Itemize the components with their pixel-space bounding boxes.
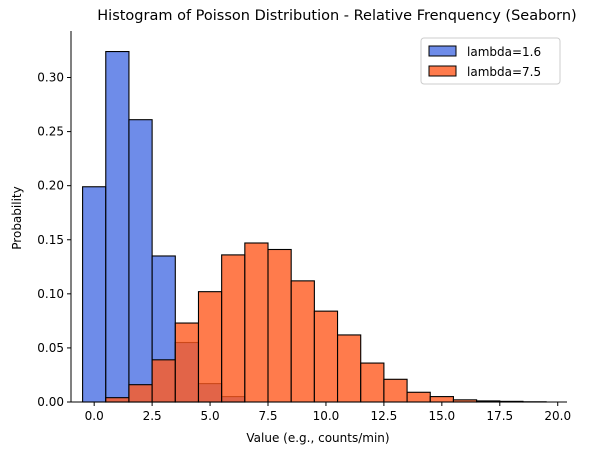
bar-series-2-bin-4 xyxy=(174,322,200,403)
bar-series-1-bin-2 xyxy=(105,50,130,403)
bar-series-2-bin-15 xyxy=(429,396,454,403)
x-tick-label: 5.0 xyxy=(201,409,220,423)
x-tick-label: 7.5 xyxy=(258,409,277,423)
y-tick-label: 0.30 xyxy=(37,71,64,85)
bar-series-1-bin-3 xyxy=(128,119,153,403)
y-tick-label: 0.00 xyxy=(37,395,64,409)
bar-series-2-bin-12 xyxy=(360,362,385,403)
y-tick-label: 0.25 xyxy=(37,125,64,139)
y-tick-label: 0.20 xyxy=(37,179,64,193)
bar-series-2-bin-14 xyxy=(406,391,431,403)
x-tick-label: 17.5 xyxy=(486,409,513,423)
legend-label: lambda=1.6 xyxy=(467,45,541,59)
y-axis-label: Probability xyxy=(10,186,24,249)
legend: lambda=1.6 lambda=7.5 xyxy=(420,37,561,85)
bar-series-2-bin-5 xyxy=(197,291,223,403)
bar-series-2-bin-1 xyxy=(105,397,130,403)
x-axis-label: Value (e.g., counts/min) xyxy=(246,431,389,445)
bar-series-1-bin-1 xyxy=(82,186,107,403)
bar-series-2-bin-8 xyxy=(267,248,292,403)
bar-series-2-bin-6 xyxy=(221,254,246,403)
bar-series-2-bin-3 xyxy=(151,359,176,403)
chart-title: Histogram of Poisson Distribution - Rela… xyxy=(97,8,576,24)
legend-label: lambda=7.5 xyxy=(467,65,541,79)
y-tick-label: 0.10 xyxy=(37,287,64,301)
x-tick-label: 2.5 xyxy=(143,409,162,423)
y-tick-label: 0.05 xyxy=(37,341,64,355)
x-tick-label: 10.0 xyxy=(313,409,340,423)
bar-series-2-bin-13 xyxy=(383,378,408,403)
legend-swatch xyxy=(428,65,457,77)
x-tick-label: 15.0 xyxy=(428,409,455,423)
legend-swatch xyxy=(428,45,457,57)
x-tick-label: 20.0 xyxy=(544,409,571,423)
bar-series-2-bin-7 xyxy=(244,242,269,403)
bar-series-2-bin-2 xyxy=(128,384,153,403)
x-axis: 0.0 2.5 5.0 7.5 10.0 12.5 15.0 17.5 20.0 xyxy=(71,401,571,423)
bar-series-2-bin-9 xyxy=(290,280,315,403)
x-tick-label: 0.0 xyxy=(85,409,104,423)
y-tick-label: 0.15 xyxy=(37,233,64,247)
x-tick-label: 12.5 xyxy=(371,409,398,423)
bar-series-2-bin-11 xyxy=(336,334,362,403)
y-axis: 0.00 0.05 0.10 0.15 0.20 0.25 0.30 xyxy=(37,31,72,409)
plot-area xyxy=(82,50,547,403)
bar-series-2-bin-10 xyxy=(313,310,339,403)
